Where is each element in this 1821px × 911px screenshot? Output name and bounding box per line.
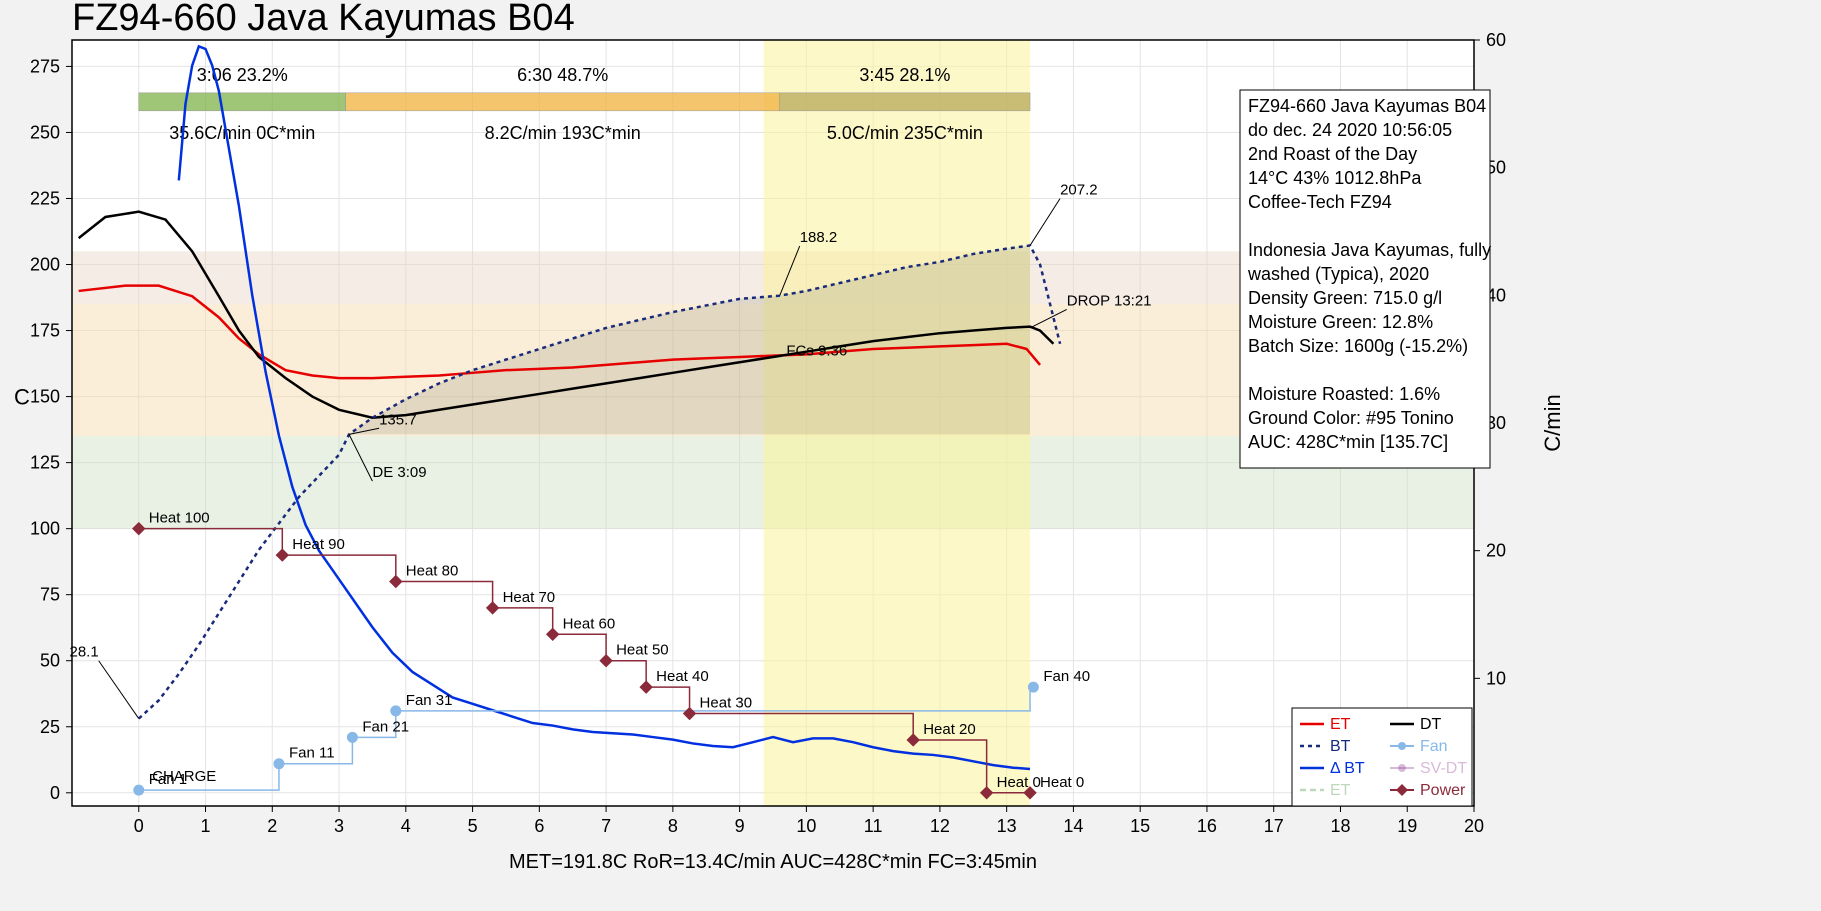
svg-text:do dec. 24 2020 10:56:05: do dec. 24 2020 10:56:05 xyxy=(1248,120,1452,140)
svg-text:2nd Roast of the Day: 2nd Roast of the Day xyxy=(1248,144,1417,164)
svg-text:6:30 48.7%: 6:30 48.7% xyxy=(517,65,608,85)
svg-text:3:06 23.2%: 3:06 23.2% xyxy=(197,65,288,85)
svg-text:0: 0 xyxy=(134,816,144,836)
svg-text:12: 12 xyxy=(930,816,950,836)
svg-text:DT: DT xyxy=(1420,716,1442,733)
svg-text:DROP 13:21: DROP 13:21 xyxy=(1067,292,1152,309)
svg-text:C: C xyxy=(14,385,30,410)
svg-text:Heat 40: Heat 40 xyxy=(656,668,709,685)
svg-text:188.2: 188.2 xyxy=(800,229,838,246)
svg-text:Heat 50: Heat 50 xyxy=(616,642,669,659)
svg-text:Ground Color: #95 Tonino: Ground Color: #95 Tonino xyxy=(1248,408,1454,428)
svg-text:9: 9 xyxy=(735,816,745,836)
svg-text:FZ94-660 Java Kayumas B04: FZ94-660 Java Kayumas B04 xyxy=(1248,96,1486,116)
svg-text:3: 3 xyxy=(334,816,344,836)
svg-text:15: 15 xyxy=(1130,816,1150,836)
svg-text:207.2: 207.2 xyxy=(1060,181,1098,198)
svg-text:225: 225 xyxy=(30,188,60,208)
svg-text:Fan: Fan xyxy=(1420,738,1448,755)
svg-text:60: 60 xyxy=(1486,30,1506,50)
svg-text:Power: Power xyxy=(1420,782,1466,799)
svg-text:ET: ET xyxy=(1330,716,1351,733)
svg-text:BT: BT xyxy=(1330,738,1351,755)
svg-text:Heat 100: Heat 100 xyxy=(149,510,210,527)
chart-title: FZ94-660 Java Kayumas B04 xyxy=(72,0,575,39)
svg-text:10: 10 xyxy=(1486,668,1506,688)
svg-text:Δ BT: Δ BT xyxy=(1330,760,1365,777)
svg-text:Heat 20: Heat 20 xyxy=(923,721,976,738)
svg-text:17: 17 xyxy=(1264,816,1284,836)
svg-text:8.2C/min 193C*min: 8.2C/min 193C*min xyxy=(485,123,641,143)
svg-text:4: 4 xyxy=(401,816,411,836)
svg-text:Heat 30: Heat 30 xyxy=(700,695,753,712)
svg-text:1: 1 xyxy=(201,816,211,836)
svg-text:14: 14 xyxy=(1063,816,1083,836)
svg-text:CHARGE: CHARGE xyxy=(152,768,216,785)
svg-text:0: 0 xyxy=(50,783,60,803)
svg-text:175: 175 xyxy=(30,321,60,341)
svg-text:20: 20 xyxy=(1464,816,1484,836)
svg-text:Heat 90: Heat 90 xyxy=(292,536,345,553)
roast-chart: 3:06 23.2% 35.6C/min 0C*min 6:30 48.7% 8.2C… xyxy=(0,0,1821,906)
svg-text:135.7: 135.7 xyxy=(379,411,417,428)
svg-text:Heat 0: Heat 0 xyxy=(997,774,1041,791)
svg-text:Density Green: 715.0 g/l: Density Green: 715.0 g/l xyxy=(1248,288,1442,308)
svg-text:100: 100 xyxy=(30,519,60,539)
svg-text:200: 200 xyxy=(30,255,60,275)
svg-text:Fan 31: Fan 31 xyxy=(406,692,453,709)
svg-text:DE 3:09: DE 3:09 xyxy=(372,464,426,481)
svg-text:Fan 11: Fan 11 xyxy=(289,745,335,762)
svg-text:75: 75 xyxy=(40,585,60,605)
svg-text:25: 25 xyxy=(40,717,60,737)
svg-text:Batch Size: 1600g (-15.2%): Batch Size: 1600g (-15.2%) xyxy=(1248,336,1468,356)
svg-text:Heat 60: Heat 60 xyxy=(563,615,616,632)
chart-svg: 3:06 23.2% 35.6C/min 0C*min 6:30 48.7% 8.2C… xyxy=(0,0,1821,906)
svg-text:14°C 43% 1012.8hPa: 14°C 43% 1012.8hPa xyxy=(1248,168,1422,188)
svg-text:ET: ET xyxy=(1330,782,1351,799)
svg-text:6: 6 xyxy=(534,816,544,836)
svg-text:18: 18 xyxy=(1330,816,1350,836)
svg-text:50: 50 xyxy=(40,651,60,671)
svg-text:19: 19 xyxy=(1397,816,1417,836)
svg-text:AUC: 428C*min [135.7C]: AUC: 428C*min [135.7C] xyxy=(1248,432,1448,452)
svg-text:3:45 28.1%: 3:45 28.1% xyxy=(859,65,950,85)
svg-text:Moisture Green: 12.8%: Moisture Green: 12.8% xyxy=(1248,312,1433,332)
svg-text:Fan 40: Fan 40 xyxy=(1043,668,1090,685)
svg-text:Heat 80: Heat 80 xyxy=(406,562,459,579)
svg-text:Indonesia Java Kayumas, fully: Indonesia Java Kayumas, fully xyxy=(1248,240,1491,260)
svg-text:10: 10 xyxy=(796,816,816,836)
chart-footer: MET=191.8C RoR=13.4C/min AUC=428C*min FC… xyxy=(509,851,1037,873)
svg-text:16: 16 xyxy=(1197,816,1217,836)
svg-text:Coffee-Tech FZ94: Coffee-Tech FZ94 xyxy=(1248,192,1392,212)
svg-text:13: 13 xyxy=(997,816,1017,836)
svg-text:2: 2 xyxy=(267,816,277,836)
svg-text:20: 20 xyxy=(1486,541,1506,561)
svg-text:5: 5 xyxy=(468,816,478,836)
svg-text:150: 150 xyxy=(30,387,60,407)
svg-text:125: 125 xyxy=(30,453,60,473)
svg-text:275: 275 xyxy=(30,56,60,76)
svg-text:5.0C/min 235C*min: 5.0C/min 235C*min xyxy=(827,123,983,143)
svg-text:8: 8 xyxy=(668,816,678,836)
svg-text:250: 250 xyxy=(30,122,60,142)
svg-text:SV-DT: SV-DT xyxy=(1420,760,1467,777)
svg-text:35.6C/min 0C*min: 35.6C/min 0C*min xyxy=(169,123,315,143)
svg-text:11: 11 xyxy=(864,816,883,836)
svg-text:28.1: 28.1 xyxy=(70,644,99,661)
svg-text:C/min: C/min xyxy=(1540,394,1565,451)
svg-text:Moisture Roasted: 1.6%: Moisture Roasted: 1.6% xyxy=(1248,384,1440,404)
svg-text:Fan 21: Fan 21 xyxy=(362,718,409,735)
svg-text:washed (Typica), 2020: washed (Typica), 2020 xyxy=(1247,264,1429,284)
svg-text:FCs 9:36: FCs 9:36 xyxy=(786,343,847,360)
svg-text:7: 7 xyxy=(601,816,611,836)
svg-text:Heat 70: Heat 70 xyxy=(503,589,556,606)
svg-text:Heat 0: Heat 0 xyxy=(1040,774,1084,791)
